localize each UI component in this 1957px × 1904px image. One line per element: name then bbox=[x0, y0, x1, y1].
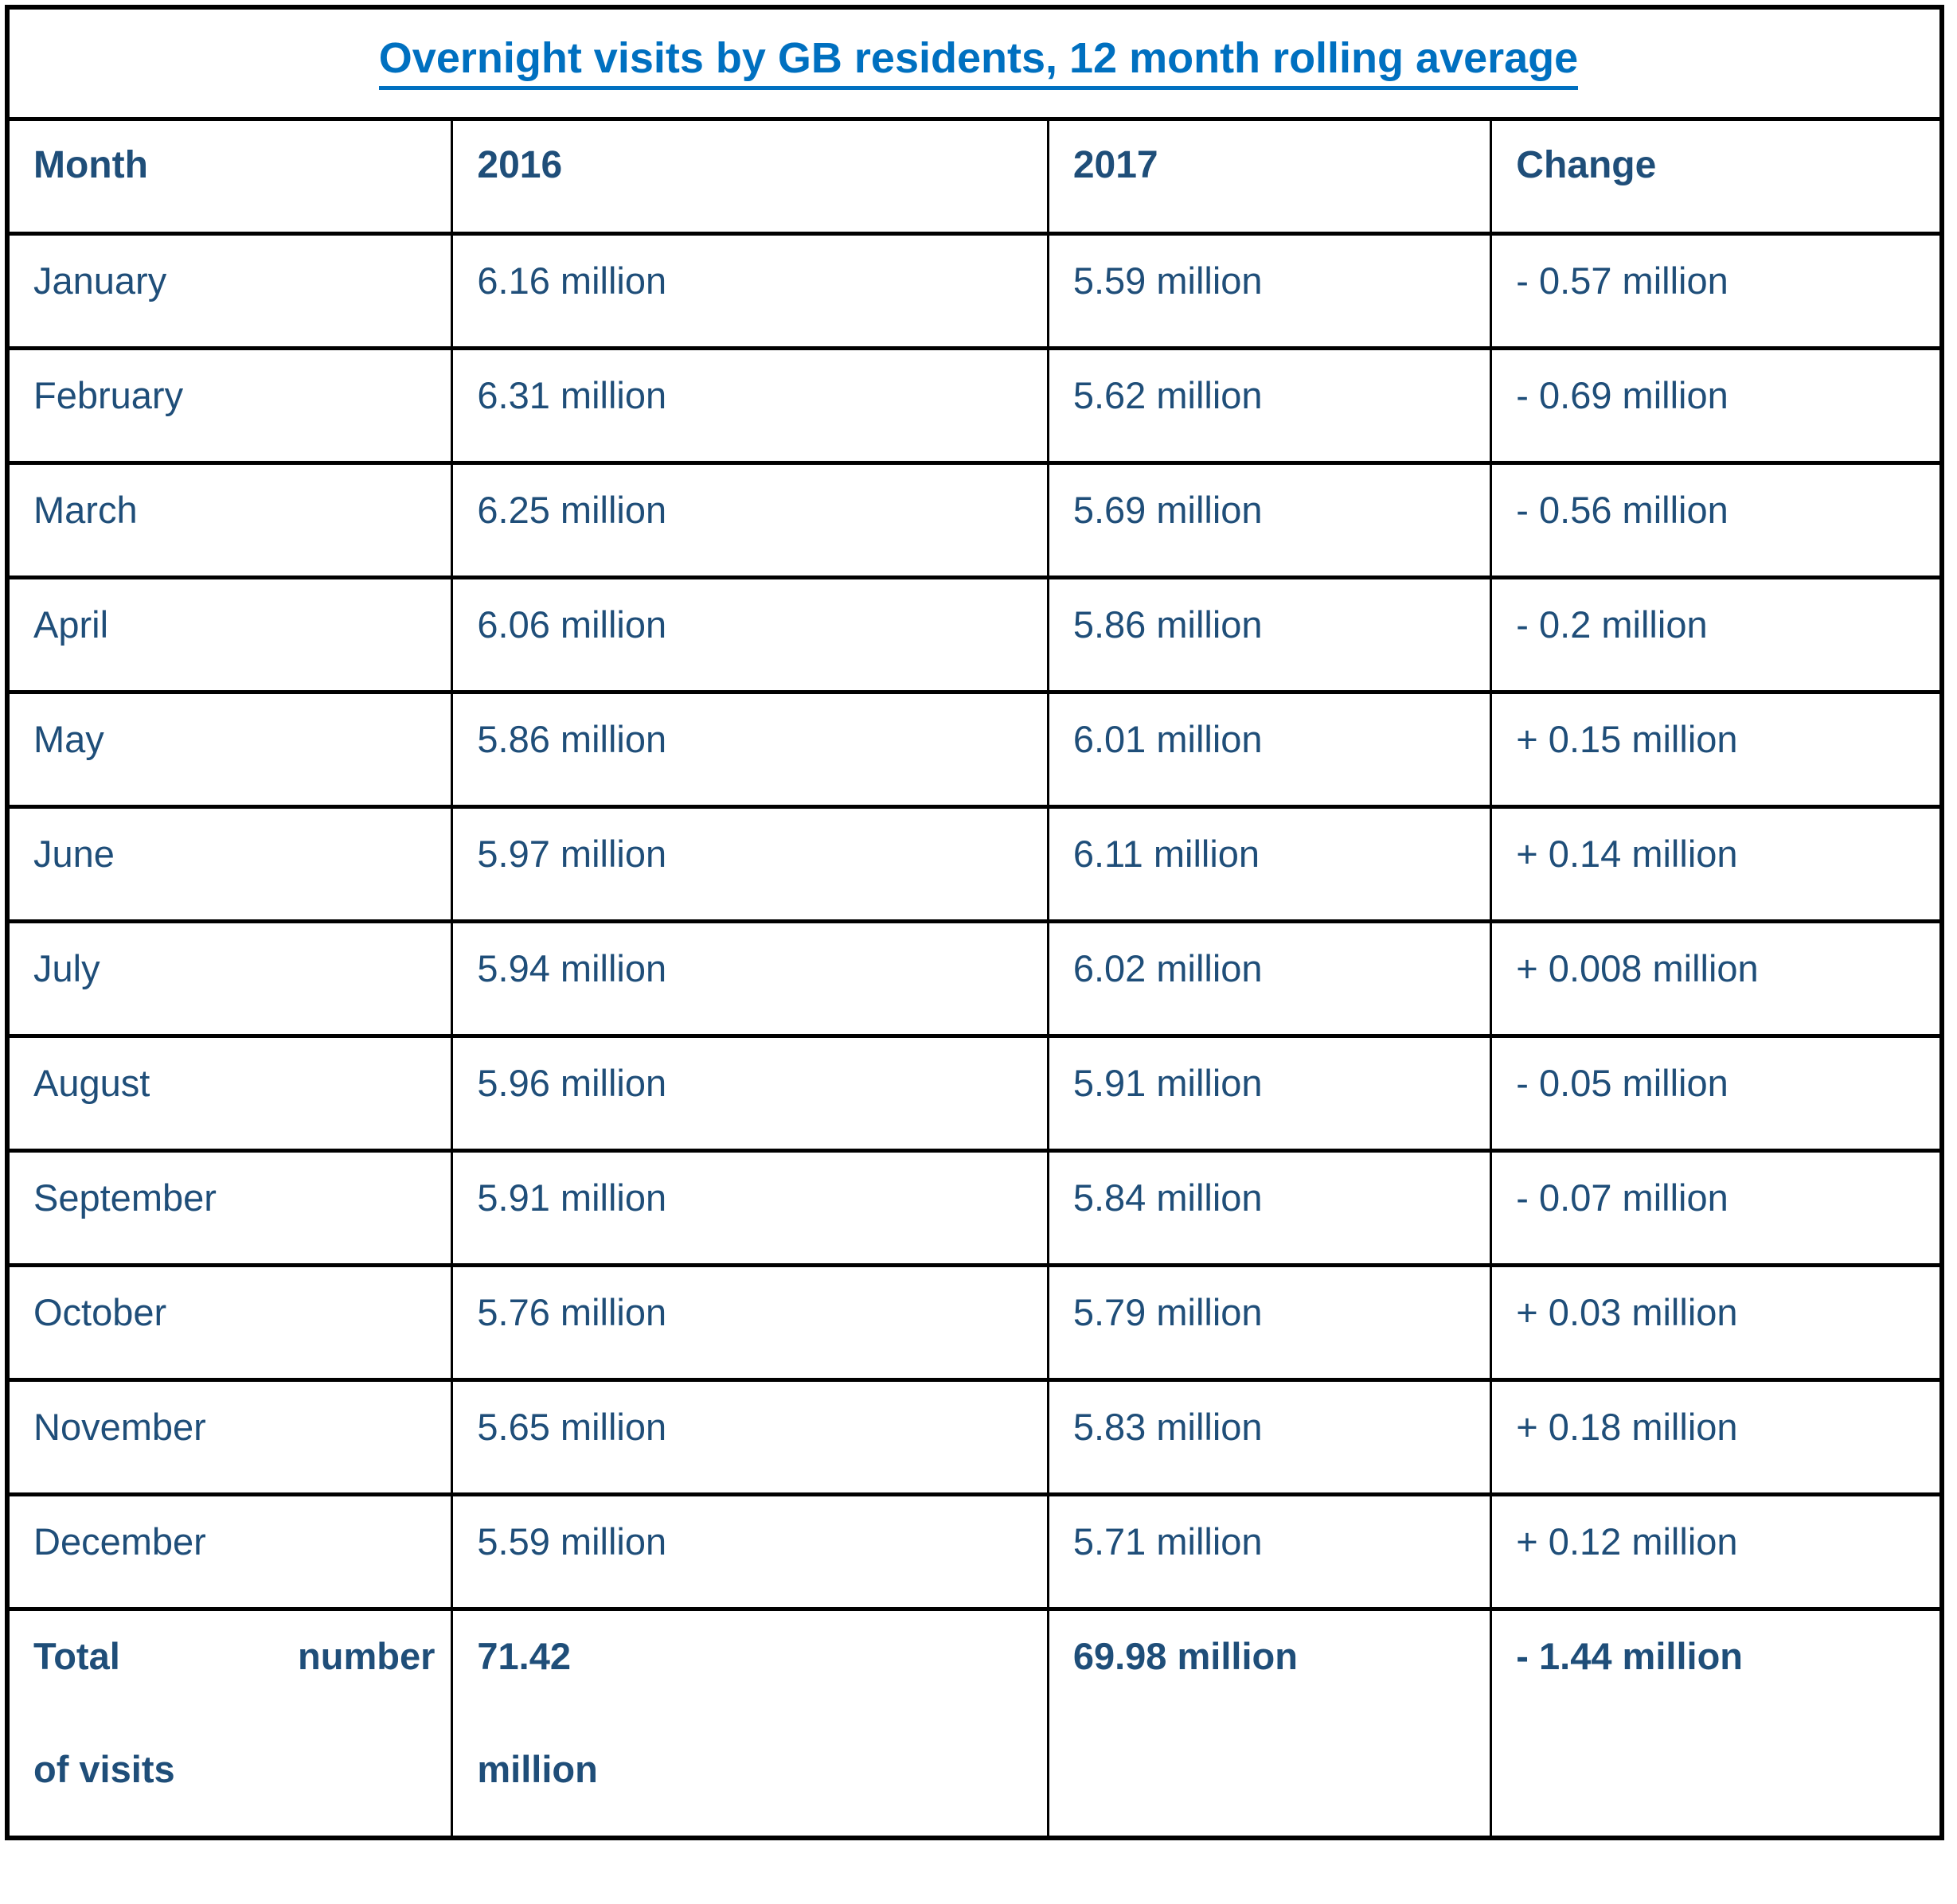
value-2016-cell: 6.16 million bbox=[451, 231, 1049, 350]
table-title-cell: Overnight visits by GB residents, 12 mon… bbox=[6, 5, 1943, 121]
table-row: July 5.94 million 6.02 million + 0.008 m… bbox=[6, 919, 1943, 1038]
value-2016-cell: 5.86 million bbox=[451, 689, 1049, 809]
month-cell: March bbox=[6, 460, 454, 579]
table-row: March 6.25 million 5.69 million - 0.56 m… bbox=[6, 460, 1943, 579]
value-2016-cell: 5.91 million bbox=[451, 1148, 1049, 1267]
table-title-row: Overnight visits by GB residents, 12 mon… bbox=[6, 5, 1943, 121]
value-2016-cell: 6.31 million bbox=[451, 345, 1049, 465]
change-cell: + 0.14 million bbox=[1490, 804, 1943, 923]
value-2017-cell: 5.71 million bbox=[1046, 1492, 1493, 1611]
value-2017-cell: 5.83 million bbox=[1046, 1377, 1493, 1496]
table-row: April 6.06 million 5.86 million - 0.2 mi… bbox=[6, 575, 1943, 694]
month-cell: November bbox=[6, 1377, 454, 1496]
value-2017-cell: 5.69 million bbox=[1046, 460, 1493, 579]
value-2016-cell: 5.76 million bbox=[451, 1262, 1049, 1382]
change-cell: + 0.18 million bbox=[1490, 1377, 1943, 1496]
change-cell: + 0.15 million bbox=[1490, 689, 1943, 809]
value-2017-cell: 5.84 million bbox=[1046, 1148, 1493, 1267]
total-label-cell: Total number of visits bbox=[6, 1606, 454, 1840]
change-cell: + 0.03 million bbox=[1490, 1262, 1943, 1382]
month-cell: August bbox=[6, 1033, 454, 1153]
value-2017-cell: 5.86 million bbox=[1046, 575, 1493, 694]
total-label-line2: of visits bbox=[33, 1747, 175, 1790]
value-2017-cell: 5.62 million bbox=[1046, 345, 1493, 465]
header-2017: 2017 bbox=[1046, 116, 1493, 236]
month-cell: September bbox=[6, 1148, 454, 1267]
change-cell: - 0.57 million bbox=[1490, 231, 1943, 350]
table-row: October 5.76 million 5.79 million + 0.03… bbox=[6, 1262, 1943, 1382]
value-2017-cell: 6.11 million bbox=[1046, 804, 1493, 923]
value-2016-cell: 5.94 million bbox=[451, 919, 1049, 1038]
month-cell: February bbox=[6, 345, 454, 465]
month-cell: October bbox=[6, 1262, 454, 1382]
value-2016-cell: 5.97 million bbox=[451, 804, 1049, 923]
total-label-line1: Total number bbox=[33, 1634, 436, 1677]
total-change-cell: - 1.44 million bbox=[1490, 1606, 1943, 1840]
table-row: December 5.59 million 5.71 million + 0.1… bbox=[6, 1492, 1943, 1611]
value-2016-cell: 5.59 million bbox=[451, 1492, 1049, 1611]
table-row: June 5.97 million 6.11 million + 0.14 mi… bbox=[6, 804, 1943, 923]
value-2016-cell: 6.25 million bbox=[451, 460, 1049, 579]
value-2017-cell: 5.79 million bbox=[1046, 1262, 1493, 1382]
total-2016-cell: 71.42 million bbox=[451, 1606, 1049, 1840]
table-row: November 5.65 million 5.83 million + 0.1… bbox=[6, 1377, 1943, 1496]
change-cell: - 0.07 million bbox=[1490, 1148, 1943, 1267]
value-2017-cell: 5.91 million bbox=[1046, 1033, 1493, 1153]
total-2016-line1: 71.42 bbox=[477, 1634, 572, 1677]
month-cell: January bbox=[6, 231, 454, 350]
table-row: January 6.16 million 5.59 million - 0.57… bbox=[6, 231, 1943, 350]
table-total-row: Total number of visits 71.42 million 69.… bbox=[6, 1606, 1943, 1840]
overnight-visits-table: Overnight visits by GB residents, 12 mon… bbox=[5, 5, 1944, 1840]
month-cell: July bbox=[6, 919, 454, 1038]
header-change: Change bbox=[1490, 116, 1943, 236]
value-2017-cell: 6.01 million bbox=[1046, 689, 1493, 809]
value-2016-cell: 5.65 million bbox=[451, 1377, 1049, 1496]
month-cell: June bbox=[6, 804, 454, 923]
change-cell: - 0.69 million bbox=[1490, 345, 1943, 465]
value-2016-cell: 5.96 million bbox=[451, 1033, 1049, 1153]
table-row: February 6.31 million 5.62 million - 0.6… bbox=[6, 345, 1943, 465]
table-row: August 5.96 million 5.91 million - 0.05 … bbox=[6, 1033, 1943, 1153]
table-row: September 5.91 million 5.84 million - 0.… bbox=[6, 1148, 1943, 1267]
table-header-row: Month 2016 2017 Change bbox=[6, 116, 1943, 236]
month-cell: May bbox=[6, 689, 454, 809]
change-cell: - 0.2 million bbox=[1490, 575, 1943, 694]
change-cell: + 0.12 million bbox=[1490, 1492, 1943, 1611]
table-row: May 5.86 million 6.01 million + 0.15 mil… bbox=[6, 689, 1943, 809]
change-cell: + 0.008 million bbox=[1490, 919, 1943, 1038]
value-2016-cell: 6.06 million bbox=[451, 575, 1049, 694]
total-2016-line2: million bbox=[477, 1747, 598, 1790]
total-2017-cell: 69.98 million bbox=[1046, 1606, 1493, 1840]
header-month: Month bbox=[6, 116, 454, 236]
value-2017-cell: 5.59 million bbox=[1046, 231, 1493, 350]
header-2016: 2016 bbox=[451, 116, 1049, 236]
change-cell: - 0.56 million bbox=[1490, 460, 1943, 579]
table-title: Overnight visits by GB residents, 12 mon… bbox=[378, 34, 1579, 90]
month-cell: April bbox=[6, 575, 454, 694]
month-cell: December bbox=[6, 1492, 454, 1611]
value-2017-cell: 6.02 million bbox=[1046, 919, 1493, 1038]
change-cell: - 0.05 million bbox=[1490, 1033, 1943, 1153]
